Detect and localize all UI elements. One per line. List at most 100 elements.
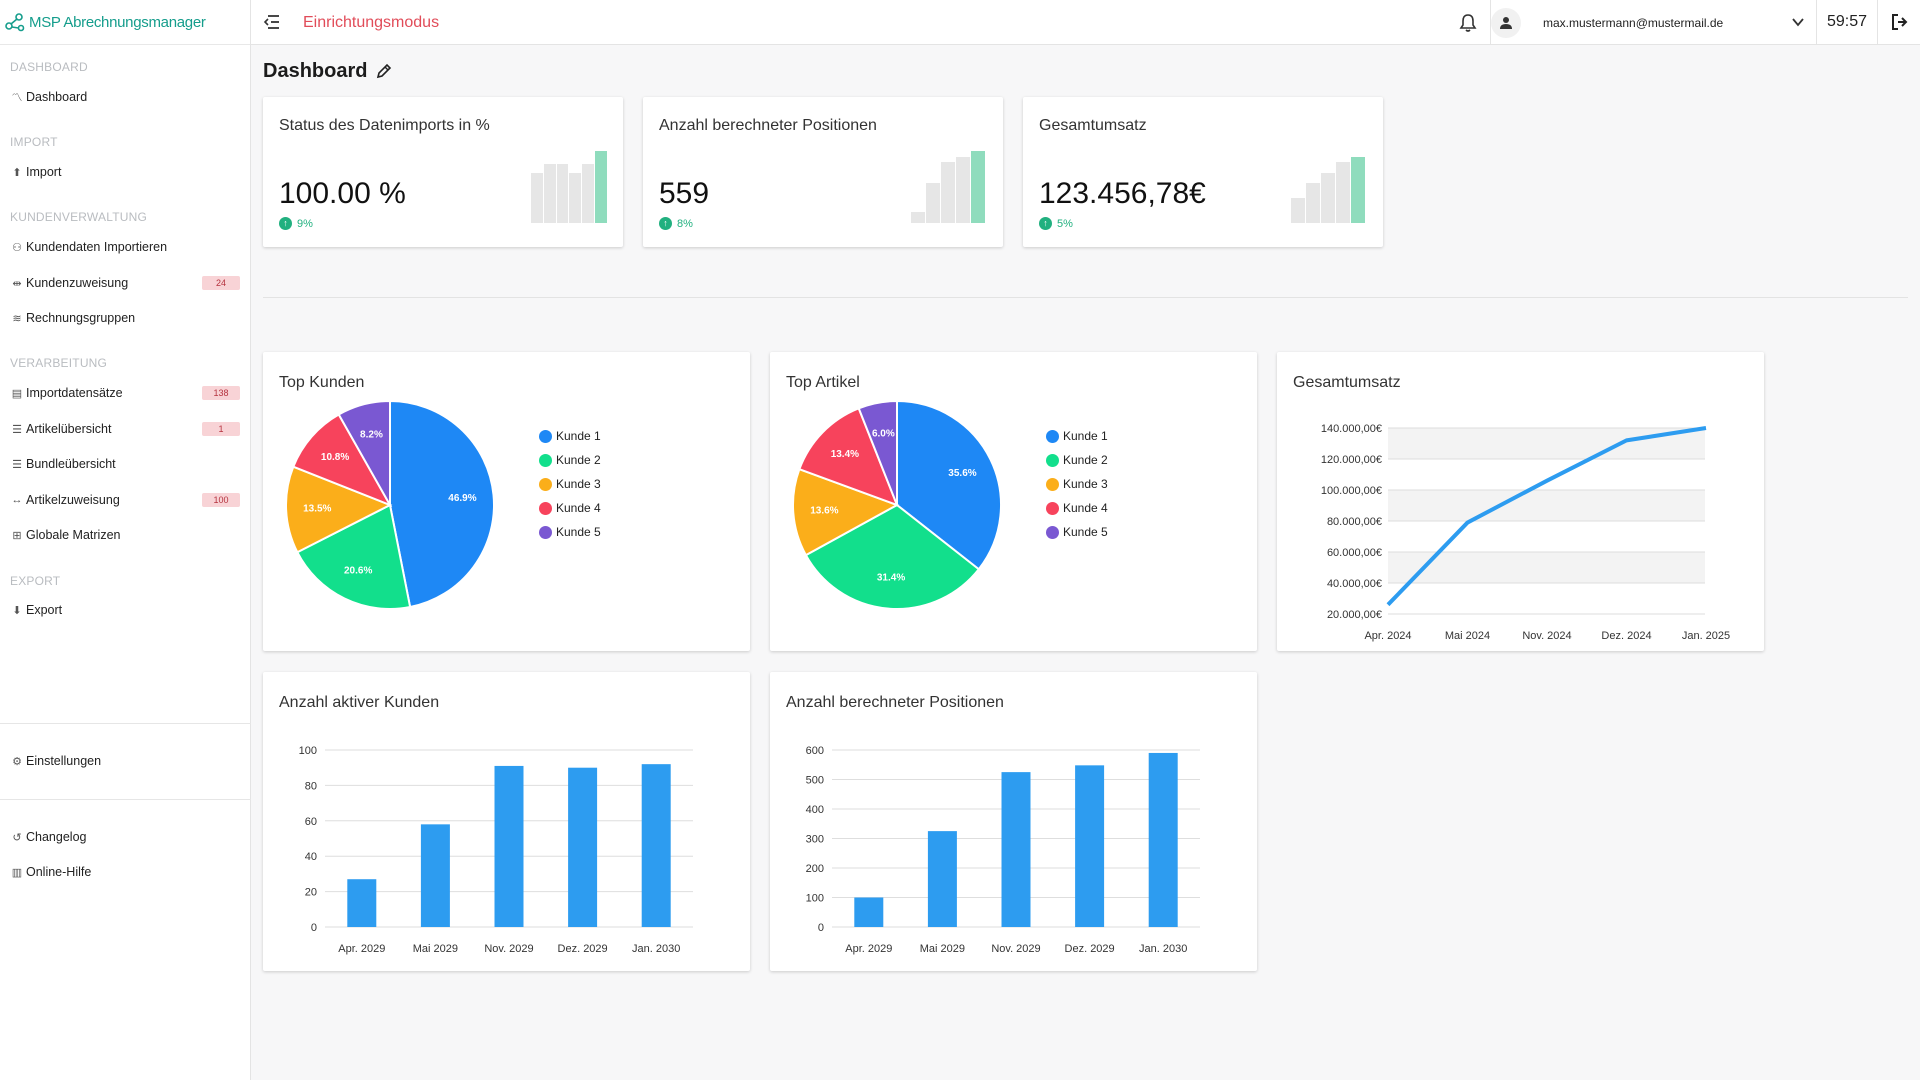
nav-artikelzuweisung[interactable]: ↔ Artikelzuweisung 100 [10, 492, 240, 508]
line-series[interactable] [1386, 426, 1707, 607]
top-bar: Einrichtungsmodus max.mustermann@musterm… [251, 0, 1920, 45]
section-dashboard: DASHBOARD [10, 60, 88, 74]
bar[interactable] [1001, 772, 1031, 927]
pie-slice[interactable] [792, 467, 900, 557]
legend-item[interactable]: Kunde 3 [539, 472, 601, 496]
legend-item[interactable]: Kunde 2 [539, 448, 601, 472]
pie-chart-top-artikel: 35.6% 31.4% 13.6% 13.4% 6.0% [792, 399, 1002, 610]
kpi-label: Anzahl berechneter Positionen [659, 117, 877, 134]
nav-label: Import [26, 165, 62, 179]
bar[interactable] [641, 764, 671, 927]
nav-changelog[interactable]: ↺ Changelog [10, 829, 240, 845]
sparkline-bar [1336, 162, 1350, 223]
pie-data-label: 6.0% [872, 428, 895, 439]
nav-importdatensaetze[interactable]: ▤ Importdatensätze 138 [10, 385, 240, 401]
bar[interactable] [568, 767, 598, 927]
chart-title: Top Artikel [786, 374, 860, 391]
sparkline-bar [531, 173, 543, 223]
bar[interactable] [347, 879, 377, 927]
menu-toggle-icon[interactable] [263, 13, 281, 31]
grid-band [1388, 552, 1705, 583]
y-tick-label: 80.000,00€ [1327, 516, 1382, 528]
legend-item[interactable]: Kunde 4 [1046, 496, 1108, 520]
user-email[interactable]: max.mustermann@mustermail.de [1543, 16, 1724, 30]
legend-item[interactable]: Kunde 5 [539, 520, 601, 544]
legend-item[interactable]: Kunde 3 [1046, 472, 1108, 496]
legend-item[interactable]: Kunde 2 [1046, 448, 1108, 472]
x-tick-label: Jan. 2030 [632, 943, 680, 955]
chevron-down-icon[interactable] [1791, 15, 1805, 29]
y-tick-label: 400 [806, 804, 824, 816]
kpi-trend-value: 5% [1057, 217, 1073, 230]
nav-bundleuebersicht[interactable]: ☰ Bundleübersicht [10, 456, 240, 472]
user-icon [1500, 17, 1512, 29]
logout-icon[interactable] [1891, 13, 1909, 31]
nav-label: Kundenzuweisung [26, 276, 129, 290]
nav-dashboard[interactable]: 〽 Dashboard [10, 89, 240, 105]
pencil-icon[interactable] [375, 62, 393, 80]
nav-artikeluebersicht[interactable]: ☰ Artikelübersicht 1 [10, 421, 240, 437]
kpi-trend-value: 9% [297, 217, 313, 230]
pie-slice[interactable] [337, 399, 391, 509]
section-verarbeitung: VERARBEITUNG [10, 356, 108, 370]
topbar-separator [1816, 0, 1817, 45]
bar[interactable] [854, 897, 884, 928]
legend-item[interactable]: Kunde 1 [539, 424, 601, 448]
sparkline-bar [569, 173, 582, 223]
legend-swatch [539, 453, 552, 467]
legend-item[interactable]: Kunde 1 [1046, 424, 1108, 448]
pie-data-label: 8.2% [360, 430, 383, 441]
chart-title: Anzahl berechneter Positionen [786, 694, 1004, 711]
pie-slice[interactable] [804, 503, 981, 610]
pie-slice[interactable] [857, 399, 898, 506]
bar[interactable] [1075, 765, 1105, 927]
x-tick-label: Nov. 2029 [991, 943, 1040, 955]
nav-rechnungsgruppen[interactable]: ≋ Rechnungsgruppen [10, 310, 240, 326]
bar[interactable] [494, 765, 524, 927]
nav-kundendaten-importieren[interactable]: ⚇ Kundendaten Importieren [10, 239, 240, 255]
bar[interactable] [1148, 752, 1178, 927]
x-tick-label: Mai 2029 [920, 943, 965, 955]
bar[interactable] [420, 824, 450, 927]
nav-kundenzuweisung[interactable]: ⇹ Kundenzuweisung 24 [10, 275, 240, 291]
topbar-separator [1490, 0, 1491, 45]
pie-slice[interactable] [389, 399, 495, 609]
nav-label: Globale Matrizen [26, 528, 121, 542]
nav-import[interactable]: ⬆ Import [10, 164, 240, 180]
nav-export[interactable]: ⬇ Export [10, 602, 240, 618]
legend-swatch [1046, 477, 1059, 491]
sparkline-bar [582, 164, 595, 223]
nav-einstellungen[interactable]: ⚙ Einstellungen [10, 753, 240, 769]
kpi-value: 123.456,78€ [1039, 177, 1206, 210]
app-logo[interactable]: MSP Abrechnungsmanager [0, 0, 250, 45]
chart-card-top-kunden: Top Kunden 46.9% 20.6% 13.5% 10.8% 8.2% Kund… [263, 352, 750, 651]
chart-card-positionen: Anzahl berechneter Positionen 0 100 200 300… [770, 672, 1257, 971]
legend-swatch [1046, 453, 1059, 467]
pie-slice[interactable] [285, 465, 393, 554]
sparkline-bar [956, 157, 970, 223]
grid-band [1388, 490, 1705, 521]
chart-card-top-artikel: Top Artikel 35.6% 31.4% 13.6% 13.4% 6.0% Kun… [770, 352, 1257, 651]
bell-icon[interactable] [1459, 13, 1477, 33]
pie-data-label: 13.4% [831, 449, 859, 460]
y-tick-label: 200 [806, 863, 824, 875]
legend-item[interactable]: Kunde 4 [539, 496, 601, 520]
avatar[interactable] [1491, 8, 1521, 38]
chart-card-gesamtumsatz: Gesamtumsatz 20.000,00€ 40.000,00€ 60.000,… [1277, 352, 1764, 651]
layers-icon: ≋ [12, 312, 22, 325]
pie-slice[interactable] [798, 407, 899, 507]
pie-slice[interactable] [896, 399, 1002, 571]
bar-chart-positionen: 0 100 200 300 400 500 600 Apr. 2029 Mai 2029 Nov.… [806, 745, 1200, 955]
nav-online-hilfe[interactable]: ▥ Online-Hilfe [10, 864, 240, 880]
session-timer: 59:57 [1827, 13, 1868, 30]
nav-globale-matrizen[interactable]: ⊞ Globale Matrizen [10, 527, 240, 543]
kpi-label: Gesamtumsatz [1039, 117, 1147, 134]
nav-label: Online-Hilfe [26, 865, 92, 879]
x-tick-label: Mai 2029 [413, 943, 458, 955]
gear-icon: ⚙ [12, 755, 22, 768]
bar[interactable] [927, 831, 957, 927]
y-tick-label: 40.000,00€ [1327, 578, 1382, 590]
pie-slice[interactable] [292, 413, 393, 507]
pie-slice[interactable] [295, 503, 412, 610]
legend-item[interactable]: Kunde 5 [1046, 520, 1108, 544]
